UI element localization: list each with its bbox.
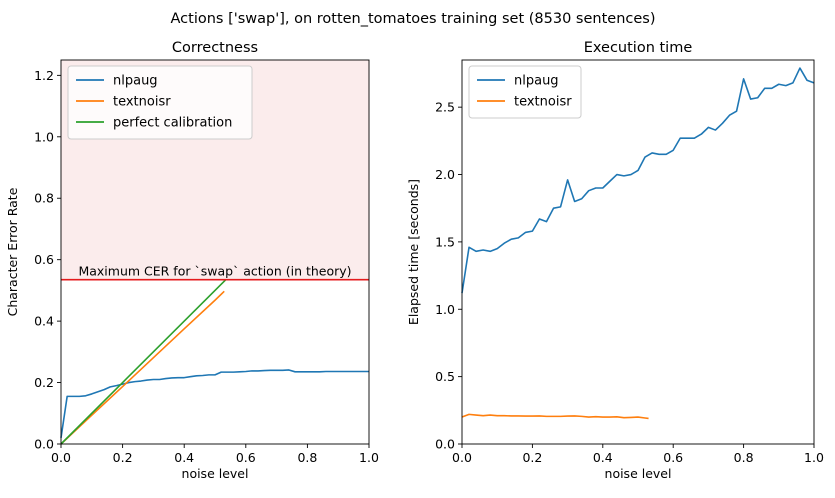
x-tick-label: 0.6 [663, 450, 683, 465]
series-line-textnoisr [60, 290, 225, 445]
chart-title: Execution time [584, 40, 693, 56]
axes-frame [60, 59, 370, 445]
y-tick-label: 1.5 [435, 234, 455, 249]
legend-label: textnoisr [514, 95, 572, 110]
x-tick-label: 1.0 [804, 450, 824, 465]
y-axis-label: Elapsed time [seconds] [406, 179, 421, 325]
execution-time-chart: 0.0 0.2 0.4 0.6 0.8 1.0 0.0 0.5 1.0 1.5 2.0 2.5 Exec… [406, 40, 824, 481]
y-tick-label: 0.5 [435, 369, 455, 384]
x-tick-label: 0.4 [593, 450, 613, 465]
x-tick-label: 0.0 [51, 450, 71, 465]
axes-frame [461, 59, 815, 445]
x-tick-label: 0.8 [297, 450, 317, 465]
y-tick-label: 0.4 [34, 314, 54, 329]
x-tick-label: 0.4 [174, 450, 194, 465]
y-tick-label: 0.2 [34, 375, 54, 390]
y-tick-label: 0.0 [435, 437, 455, 452]
figure-suptitle: Actions ['swap'], on rotten_tomatoes tra… [171, 11, 656, 27]
series-line-perfect-calibration [60, 279, 227, 445]
legend-label: perfect calibration [113, 116, 232, 131]
x-tick-label: 0.2 [522, 450, 542, 465]
legend-box [468, 65, 582, 119]
x-axis-label: noise level [605, 466, 672, 481]
legend-label: nlpaug [514, 74, 559, 89]
x-tick-label: 0.0 [452, 450, 472, 465]
chart-title: Correctness [172, 40, 258, 56]
series-line-textnoisr [461, 413, 649, 420]
legend-label: textnoisr [113, 95, 171, 110]
x-tick-label: 0.2 [113, 450, 133, 465]
series-line-nlpaug [461, 67, 815, 294]
max-cer-label: Maximum CER for `swap` action (in theory… [78, 264, 351, 279]
y-tick-label: 0.8 [34, 191, 54, 206]
y-tick-label: 2.0 [435, 167, 455, 182]
y-axis-label: Character Error Rate [5, 187, 20, 316]
legend-box [67, 65, 253, 140]
y-tick-label: 2.5 [435, 100, 455, 115]
legend-label: nlpaug [113, 74, 158, 89]
x-tick-label: 0.6 [236, 450, 256, 465]
y-tick-label: 0.0 [34, 437, 54, 452]
y-tick-label: 0.6 [34, 252, 54, 267]
x-tick-label: 1.0 [359, 450, 379, 465]
correctness-chart: Maximum CER for `swap` action (in theory… [5, 40, 379, 481]
y-tick-label: 1.0 [34, 129, 54, 144]
y-tick-label: 1.2 [34, 68, 54, 83]
x-axis-label: noise level [182, 466, 249, 481]
x-tick-label: 0.8 [734, 450, 754, 465]
y-tick-label: 1.0 [435, 302, 455, 317]
series-line-nlpaug [60, 369, 369, 438]
